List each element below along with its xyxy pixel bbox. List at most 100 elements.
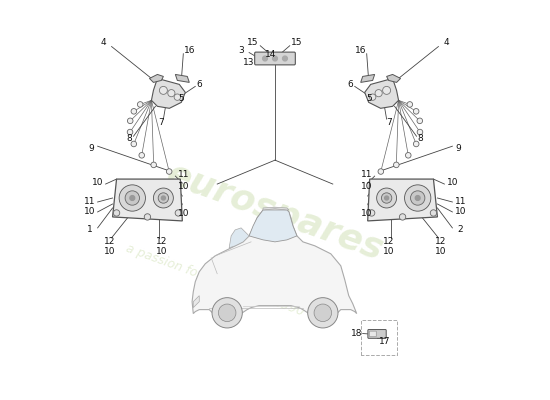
Circle shape bbox=[119, 185, 145, 211]
Polygon shape bbox=[387, 74, 400, 82]
Polygon shape bbox=[249, 210, 297, 242]
Text: 14: 14 bbox=[265, 50, 277, 59]
Text: 15: 15 bbox=[291, 38, 302, 47]
Text: a passion for parts since 1990: a passion for parts since 1990 bbox=[124, 241, 306, 318]
Circle shape bbox=[407, 102, 412, 107]
Text: 5: 5 bbox=[178, 94, 184, 103]
Circle shape bbox=[131, 108, 136, 114]
Circle shape bbox=[168, 90, 175, 97]
Circle shape bbox=[218, 304, 236, 322]
Text: 9: 9 bbox=[455, 144, 461, 153]
Polygon shape bbox=[193, 296, 199, 308]
Text: 4: 4 bbox=[101, 38, 106, 47]
Polygon shape bbox=[365, 78, 399, 108]
Circle shape bbox=[139, 152, 145, 158]
Circle shape bbox=[405, 152, 411, 158]
Polygon shape bbox=[151, 78, 185, 108]
Text: 10: 10 bbox=[434, 247, 446, 256]
Circle shape bbox=[128, 118, 133, 124]
Circle shape bbox=[384, 196, 389, 200]
Text: 7: 7 bbox=[386, 118, 392, 127]
Polygon shape bbox=[175, 74, 189, 82]
Text: 11: 11 bbox=[84, 198, 95, 206]
Circle shape bbox=[307, 298, 338, 328]
Text: 10: 10 bbox=[455, 208, 466, 216]
Text: 10: 10 bbox=[178, 210, 189, 218]
Circle shape bbox=[383, 86, 390, 94]
Text: 11: 11 bbox=[361, 170, 372, 178]
Polygon shape bbox=[113, 179, 182, 221]
Text: 10: 10 bbox=[92, 178, 103, 186]
Text: 18: 18 bbox=[351, 329, 362, 338]
Text: 1: 1 bbox=[87, 225, 92, 234]
Text: 10: 10 bbox=[361, 182, 372, 190]
Circle shape bbox=[125, 191, 140, 205]
FancyBboxPatch shape bbox=[370, 331, 376, 337]
Circle shape bbox=[161, 196, 166, 200]
Text: 6: 6 bbox=[348, 80, 354, 89]
Polygon shape bbox=[229, 228, 249, 248]
Text: 11: 11 bbox=[455, 198, 466, 206]
Circle shape bbox=[127, 129, 133, 135]
Polygon shape bbox=[263, 207, 289, 210]
Circle shape bbox=[368, 210, 375, 216]
Circle shape bbox=[394, 162, 399, 168]
Circle shape bbox=[399, 214, 406, 220]
Text: 17: 17 bbox=[379, 337, 390, 346]
Circle shape bbox=[167, 169, 172, 174]
Circle shape bbox=[415, 196, 420, 200]
Text: 12: 12 bbox=[383, 237, 394, 246]
Circle shape bbox=[160, 86, 167, 94]
Text: 10: 10 bbox=[156, 247, 167, 256]
Circle shape bbox=[113, 210, 120, 216]
Circle shape bbox=[314, 304, 332, 322]
Text: 4: 4 bbox=[444, 38, 449, 47]
Text: 10: 10 bbox=[383, 247, 394, 256]
FancyBboxPatch shape bbox=[368, 330, 386, 338]
Circle shape bbox=[138, 102, 143, 107]
Circle shape bbox=[377, 188, 397, 208]
Circle shape bbox=[382, 193, 392, 203]
Text: 12: 12 bbox=[156, 237, 167, 246]
Text: 10: 10 bbox=[447, 178, 458, 186]
Circle shape bbox=[263, 56, 267, 61]
Circle shape bbox=[153, 188, 173, 208]
Text: 8: 8 bbox=[417, 134, 424, 143]
Circle shape bbox=[131, 141, 136, 147]
Text: 10: 10 bbox=[84, 208, 95, 216]
Circle shape bbox=[414, 141, 419, 147]
Text: 12: 12 bbox=[434, 237, 446, 246]
Circle shape bbox=[175, 210, 182, 216]
Text: 16: 16 bbox=[184, 46, 195, 55]
Text: 10: 10 bbox=[104, 247, 116, 256]
Polygon shape bbox=[192, 208, 357, 316]
Circle shape bbox=[410, 191, 425, 205]
Circle shape bbox=[273, 56, 277, 61]
Text: 9: 9 bbox=[89, 144, 95, 153]
Circle shape bbox=[375, 90, 382, 97]
Circle shape bbox=[430, 210, 437, 216]
Text: 12: 12 bbox=[104, 237, 116, 246]
Circle shape bbox=[283, 56, 287, 61]
Circle shape bbox=[158, 193, 168, 203]
Circle shape bbox=[151, 162, 156, 168]
Circle shape bbox=[212, 298, 243, 328]
Text: 16: 16 bbox=[355, 46, 366, 55]
Text: 10: 10 bbox=[361, 210, 372, 218]
Polygon shape bbox=[368, 179, 437, 221]
Text: eurospares: eurospares bbox=[162, 157, 388, 267]
Text: 13: 13 bbox=[243, 58, 255, 67]
Text: 5: 5 bbox=[366, 94, 372, 103]
Text: 11: 11 bbox=[178, 170, 189, 178]
Polygon shape bbox=[150, 74, 163, 82]
Circle shape bbox=[417, 118, 422, 124]
Text: 15: 15 bbox=[248, 38, 259, 47]
Text: 6: 6 bbox=[196, 80, 202, 89]
Text: 8: 8 bbox=[126, 134, 133, 143]
Text: 3: 3 bbox=[238, 46, 244, 55]
Circle shape bbox=[144, 214, 151, 220]
Circle shape bbox=[414, 108, 419, 114]
Circle shape bbox=[405, 185, 431, 211]
Polygon shape bbox=[361, 74, 375, 82]
FancyBboxPatch shape bbox=[255, 52, 295, 65]
